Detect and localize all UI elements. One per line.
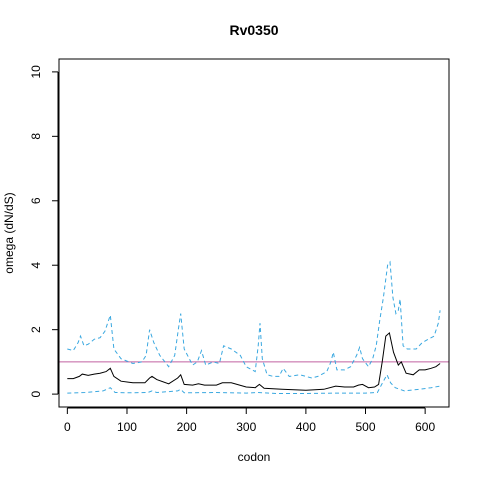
x-tick-label: 600	[415, 420, 435, 434]
y-tick-label: 4	[29, 262, 43, 269]
series-line-1	[67, 260, 441, 379]
y-tick-label: 0	[29, 390, 43, 397]
series-line-0	[67, 331, 441, 391]
x-axis: 0 100 200 300 400 500 600	[64, 407, 435, 434]
x-tick-label: 0	[64, 420, 71, 434]
series-line-2	[67, 373, 441, 394]
x-tick-label: 200	[177, 420, 197, 434]
x-tick-label: 100	[117, 420, 137, 434]
y-axis-label: omega (dN/dS)	[2, 192, 16, 273]
y-tick-label: 6	[29, 197, 43, 204]
x-tick-label: 400	[296, 420, 316, 434]
plot-frame	[58, 58, 450, 408]
x-tick-label: 500	[355, 420, 375, 434]
plot-area	[59, 260, 449, 394]
chart-title: Rv0350	[229, 22, 278, 38]
x-axis-label: codon	[238, 450, 271, 464]
x-tick-label: 300	[236, 420, 256, 434]
y-axis: 0 2 4 6 8 10	[29, 65, 59, 397]
y-tick-label: 2	[29, 326, 43, 333]
y-tick-label: 8	[29, 133, 43, 140]
y-tick-label: 10	[29, 65, 43, 79]
